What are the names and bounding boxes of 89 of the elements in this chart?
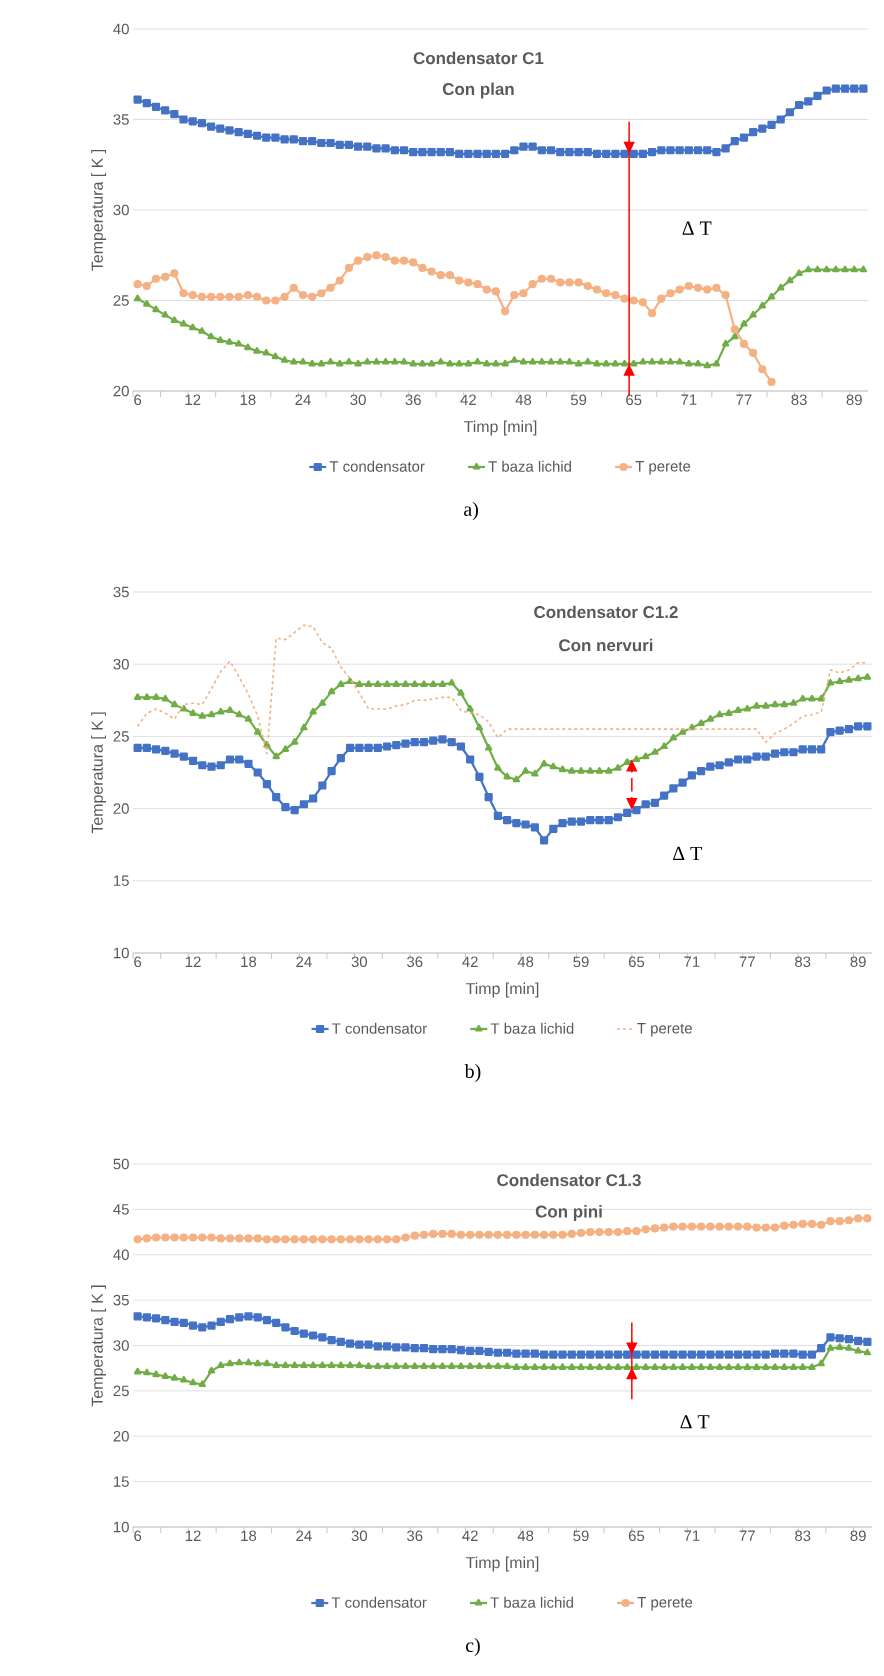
y-tick-label: 35 (113, 114, 129, 125)
x-tick-label: 71 (684, 1530, 700, 1541)
x-axis-title: Timp [min] (463, 420, 537, 436)
x-tick-label: 18 (241, 1530, 257, 1542)
y-tick-label: 35 (113, 586, 129, 598)
x-tick-label: 18 (240, 394, 256, 406)
x-tick-label: 65 (628, 1530, 645, 1542)
y-tick-label: 25 (113, 295, 129, 306)
x-tick-label: 59 (573, 1530, 589, 1542)
x-tick-label: 24 (296, 1530, 312, 1541)
legend-label: T condensator (329, 460, 425, 472)
y-tick-label: 25 (113, 731, 129, 742)
y-tick-label: 40 (113, 23, 129, 35)
x-tick-label: 77 (736, 394, 752, 405)
x-tick-label: 83 (791, 394, 807, 406)
legend-label: T baza lichid (490, 1022, 574, 1034)
x-tick-label: 36 (407, 956, 423, 968)
x-axis-title: Timp [min] (465, 982, 539, 998)
annotation: Δ T (682, 221, 712, 235)
y-tick-label: 30 (113, 204, 129, 216)
legend-label: T condensator (331, 1596, 427, 1608)
text: a) (464, 501, 478, 521)
y-tick-label: 20 (113, 385, 129, 397)
text: b) (464, 1063, 481, 1083)
x-tick-label: 18 (241, 956, 257, 968)
annotation: Δ T (673, 846, 702, 860)
x-tick-label: 36 (407, 1530, 423, 1542)
x-tick-label: 12 (185, 394, 201, 405)
legend-label: T perete (637, 1597, 693, 1611)
y-tick-label: 50 (113, 1158, 129, 1170)
x-tick-label: 30 (351, 956, 368, 968)
x-tick-label: 24 (296, 956, 312, 967)
x-tick-label: 65 (626, 394, 642, 406)
x-tick-label: 59 (573, 956, 589, 968)
y-tick-label: 20 (113, 1430, 129, 1442)
x-tick-label: 12 (185, 956, 201, 967)
text: Condensator C1.2 (534, 605, 678, 619)
x-tick-label: 6 (134, 394, 142, 406)
legend-label: T baza lichid (490, 1596, 573, 1608)
x-tick-label: 6 (134, 956, 142, 968)
x-tick-label: 48 (517, 956, 534, 968)
x-tick-label: 89 (850, 956, 866, 968)
x-tick-label: 48 (517, 1530, 534, 1542)
y-tick-label: 15 (114, 875, 129, 886)
x-tick-label: 42 (462, 956, 478, 967)
x-tick-label: 71 (684, 956, 700, 967)
x-tick-label: 36 (405, 394, 421, 406)
annotation: Δ T (680, 1415, 710, 1429)
legend-label: T perete (637, 1023, 692, 1037)
x-tick-label: 30 (350, 394, 366, 406)
y-tick-label: 25 (113, 1385, 129, 1397)
x-tick-label: 42 (462, 1530, 478, 1541)
y-axis-title: Temperatura [ K ] (91, 1285, 107, 1407)
y-axis-title: Temperatura [ K ] (91, 150, 107, 271)
x-tick-label: 83 (795, 1530, 811, 1542)
y-tick-label: 20 (113, 803, 129, 814)
text: Con nervuri (559, 638, 653, 652)
y-tick-label: 40 (113, 1249, 129, 1261)
x-tick-label: 48 (515, 394, 532, 406)
x-tick-label: 42 (460, 394, 476, 405)
y-tick-label: 45 (113, 1204, 129, 1215)
x-tick-label: 65 (628, 956, 645, 968)
text: Condensator C1 (413, 51, 544, 65)
text: Con pini (535, 1205, 602, 1221)
text: c) (465, 1637, 480, 1657)
y-tick-label: 30 (113, 658, 129, 670)
legend-label: T baza lichid (488, 460, 571, 472)
x-tick-label: 12 (185, 1530, 201, 1541)
legend-label: T condensator (332, 1022, 427, 1034)
x-tick-label: 6 (134, 1530, 142, 1542)
x-tick-label: 89 (846, 394, 862, 406)
y-tick-label: 35 (113, 1294, 129, 1306)
y-tick-label: 15 (114, 1476, 129, 1487)
text: Con plan (442, 82, 514, 99)
x-tick-label: 77 (739, 956, 755, 967)
x-tick-label: 24 (295, 394, 311, 405)
x-tick-label: 71 (681, 394, 697, 405)
y-tick-label: 10 (114, 947, 129, 959)
x-tick-label: 59 (570, 394, 587, 406)
y-tick-label: 10 (114, 1521, 129, 1533)
y-axis-title: Temperatura [ K ] (91, 712, 107, 834)
chart-title: Condensator C1.3 (497, 1173, 641, 1187)
x-axis-title: Timp [min] (465, 1556, 539, 1572)
legend-label: T perete (635, 461, 691, 475)
x-tick-label: 83 (795, 956, 811, 968)
x-tick-label: 89 (850, 1530, 866, 1542)
y-tick-label: 30 (113, 1340, 129, 1351)
x-tick-label: 77 (739, 1530, 755, 1541)
x-tick-label: 30 (351, 1530, 368, 1542)
